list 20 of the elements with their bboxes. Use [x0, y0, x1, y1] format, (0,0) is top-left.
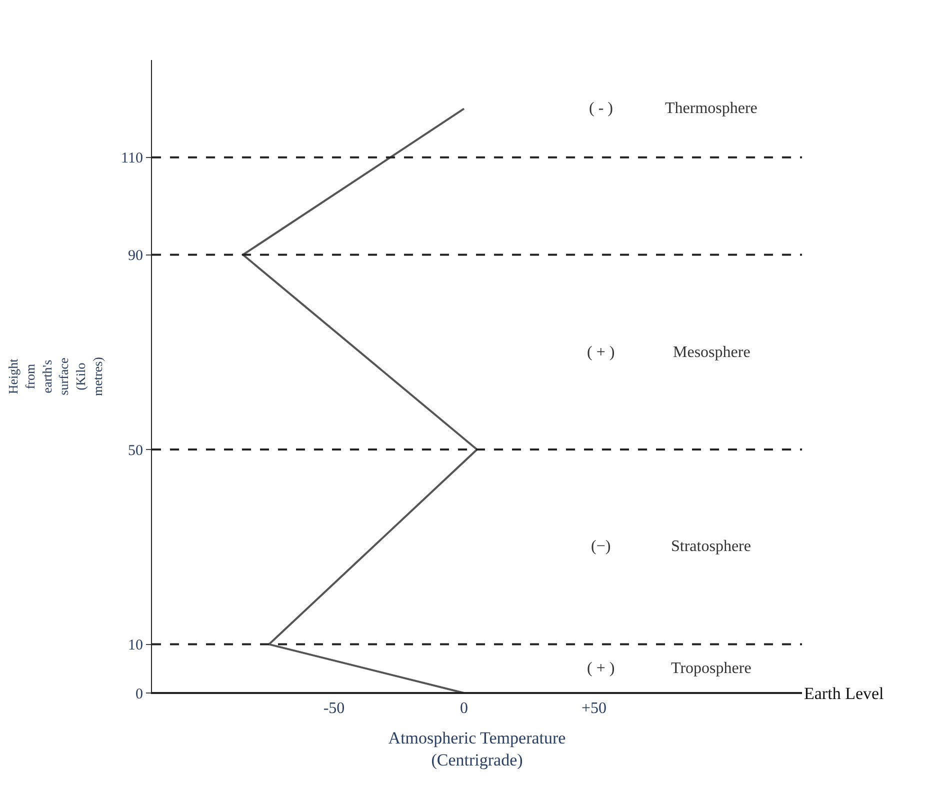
y-tick-label: 10: [128, 638, 143, 654]
annotation: ( + ): [587, 660, 615, 677]
y-tick-label: 0: [136, 686, 143, 702]
annotation: ( + ): [587, 344, 615, 361]
annotation: Thermosphere: [665, 100, 758, 117]
y-tick-label: 90: [128, 248, 143, 264]
line-series: [242, 108, 478, 693]
ref-line-label: Earth Level: [804, 684, 884, 703]
y-axis-title: Height from earth's surface (Kilo metres): [5, 357, 105, 396]
annotation: Troposphere: [671, 660, 752, 677]
annotation: Stratosphere: [671, 538, 751, 555]
annotation: (−): [591, 538, 611, 555]
annotation: Mesosphere: [673, 344, 750, 361]
y-tick-label: 110: [121, 150, 143, 167]
annotation: ( - ): [589, 100, 613, 117]
x-axis-title: Atmospheric Temperature (Centrigrade): [388, 728, 566, 770]
x-tick-label: -50: [323, 700, 345, 718]
x-tick-label: +50: [581, 700, 607, 718]
x-tick-label: 0: [460, 700, 468, 718]
y-tick-label: 50: [128, 442, 143, 459]
